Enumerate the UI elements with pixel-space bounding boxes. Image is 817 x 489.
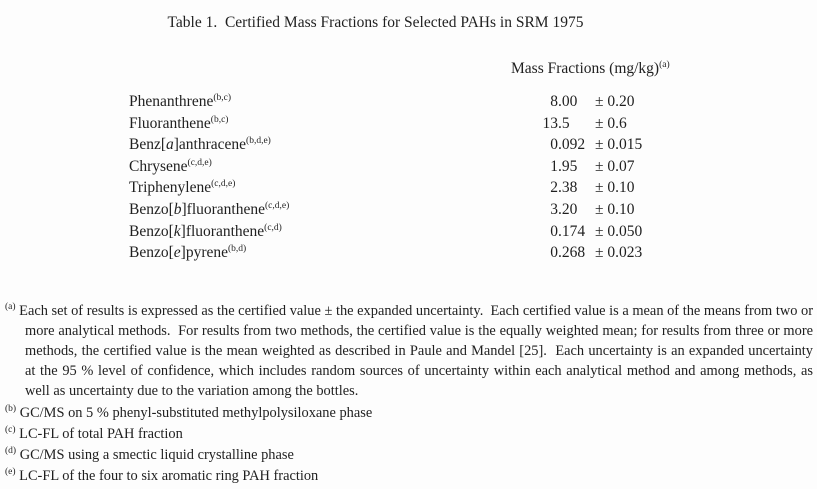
table-row: Benz[a]anthracene(b,d,e) 0.092 ± 0.015 [129,136,642,158]
table-row: Benzo[k]fluoranthene(c,d) 0.174 ± 0.050 [129,223,642,245]
compound-name: Benzo[e]pyrene(b,d) [129,244,510,262]
footnote-text: LC-FL of total PAH fraction [19,426,183,442]
name-text: ]pyrene [180,244,228,262]
mass-fraction-value-frac: .174 [558,222,586,240]
compound-name: Benzo[k]fluoranthene(c,d) [129,223,510,241]
uncertainty-value: ± 0.10 [595,200,635,218]
footnote-label: (a) [5,302,16,313]
name-text: Chrysene [129,157,188,175]
table-row: Triphenylene(c,d,e) 2.38 ± 0.10 [129,179,642,201]
certified-mass-fractions-table: Phenanthrene(b,c) 8.00 ± 0.20 Fluoranthe… [129,93,642,266]
mass-fraction-value-frac: .20 [558,200,578,218]
table-row: Phenanthrene(b,c) 8.00 ± 0.20 [129,93,642,115]
mass-fraction-value: 1 [550,157,558,175]
name-text: Fluoranthene [129,114,211,132]
footnote-ref-a: (a) [659,59,670,70]
mass-fraction-value: 0 [550,222,558,240]
footnote-text: Each set of results is expressed as the … [19,303,817,399]
name-text: Benzo[ [129,200,174,218]
mass-fraction-value-frac: .95 [558,157,578,175]
footnote-ref: (b,c) [213,92,232,103]
mass-fraction-value: 13 [542,114,559,132]
footnote-text: GC/MS using a smectic liquid crystalline… [19,447,294,463]
footnote-d: (d) GC/MS using a smectic liquid crystal… [5,445,813,466]
mass-fraction-value-frac: .268 [558,244,586,262]
uncertainty-value: ± 0.015 [595,136,643,154]
uncertainty-value: ± 0.20 [595,93,635,110]
footnote-label: (d) [5,446,17,457]
name-text: Triphenylene [129,179,212,197]
footnote-b: (b) GC/MS on 5 % phenyl-substituted meth… [5,403,813,424]
footnote-c: (c) LC-FL of total PAH fraction [5,424,813,445]
footnote-text: LC-FL of the four to six aromatic ring P… [19,468,319,484]
name-italic-letter: e [173,244,181,262]
footnote-ref: (c,d,e) [265,200,290,211]
footnote-label: (c) [5,425,16,436]
footnote-ref: (b,c) [210,114,229,125]
mass-fraction-value: 0 [550,244,558,262]
mass-fraction-value: 8 [550,93,558,110]
mass-fraction-value-frac: .5 [558,114,570,132]
footnote-ref: (c,d,e) [211,179,236,190]
name-text: Benzo[ [129,244,174,262]
compound-name: Fluoranthene(b,c) [129,115,510,133]
table-row: Benzo[b]fluoranthene(c,d,e) 3.20 ± 0.10 [129,201,642,223]
mass-fraction-value-frac: .38 [558,179,578,197]
table-row: Fluoranthene(b,c) 13.5 ± 0.6 [129,115,642,137]
table-row: Chrysene(c,d,e) 1.95 ± 0.07 [129,158,642,180]
mass-fraction-value-frac: .00 [558,93,578,110]
uncertainty-value: ± 0.6 [595,114,627,132]
compound-name: Triphenylene(c,d,e) [129,179,510,197]
name-text: Benz[ [129,136,167,154]
footnote-ref: (b,d) [228,244,247,254]
compound-name: Chrysene(c,d,e) [129,158,510,176]
footnote-label: (b) [5,404,17,415]
uncertainty-value: ± 0.023 [595,244,643,262]
footnote-text: GC/MS on 5 % phenyl-substituted methylpo… [19,405,373,421]
uncertainty-value: ± 0.07 [595,157,635,175]
footnote-ref: (c,d) [264,222,282,233]
mass-fraction-value-frac: .092 [558,136,586,154]
name-text: Benzo[ [129,222,174,240]
footnote-a: (a) Each set of results is expressed as … [5,301,813,401]
name-italic-letter: b [173,200,182,218]
compound-name: Benz[a]anthracene(b,d,e) [129,136,510,154]
footnote-label: (e) [5,467,16,478]
uncertainty-value: ± 0.050 [595,222,643,240]
mass-fraction-value: 2 [550,179,558,197]
footnote-e: (e) LC-FL of the four to six aromatic ri… [5,466,813,487]
table-title: Table 1. Certified Mass Fractions for Se… [167,14,584,31]
uncertainty-value: ± 0.10 [595,179,635,197]
name-text: ]fluoranthene [180,222,265,240]
name-text: ]anthracene [173,136,247,154]
name-italic-letter: k [173,222,181,240]
compound-name: Phenanthrene(b,c) [129,93,510,111]
name-italic-letter: a [166,136,174,154]
footnote-ref: (b,d,e) [246,136,271,147]
name-text: Phenanthrene [129,93,214,110]
name-text: ]fluoranthene [181,200,266,218]
table-row: Benzo[e]pyrene(b,d) 0.268 ± 0.023 [129,244,642,266]
footnote-ref: (c,d,e) [187,157,212,168]
mass-fraction-value: 0 [550,136,558,154]
compound-name: Benzo[b]fluoranthene(c,d,e) [129,201,510,219]
footnotes-section: (a) Each set of results is expressed as … [5,301,813,487]
mass-fraction-value: 3 [550,200,558,218]
column-header-text: Mass Fractions (mg/kg) [511,60,660,77]
column-header-mass-fractions: Mass Fractions (mg/kg)(a) [511,60,670,78]
